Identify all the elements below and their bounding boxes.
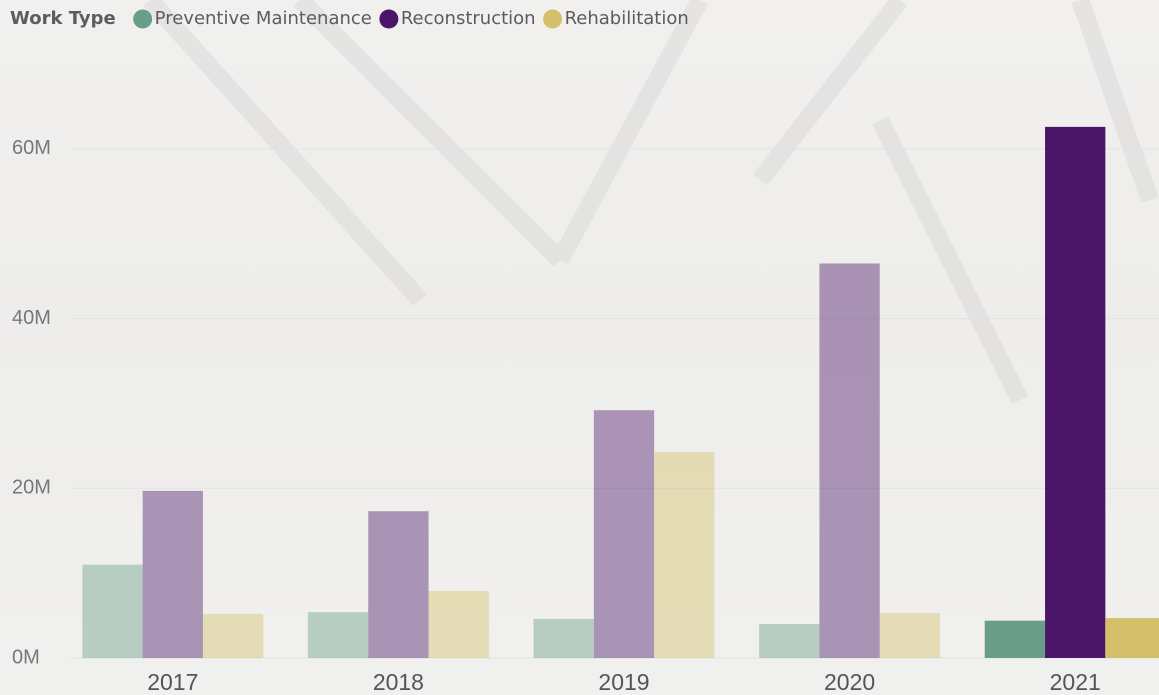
legend-marker <box>543 9 563 29</box>
bar <box>879 613 941 658</box>
bar <box>654 451 715 658</box>
bar <box>202 613 264 658</box>
x-tick-label: 2018 <box>373 669 424 695</box>
legend-label: Preventive Maintenance <box>155 8 372 29</box>
x-tick-label: 2020 <box>824 669 875 695</box>
bar <box>428 590 489 658</box>
y-tick-label: 20M <box>12 477 51 499</box>
y-tick-label: 0M <box>12 646 40 668</box>
y-tick-label: 40M <box>12 307 51 329</box>
legend-marker <box>133 9 153 29</box>
x-tick-label: 2019 <box>598 669 649 695</box>
legend-label: Rehabilitation <box>565 8 689 29</box>
y-tick-label: 60M <box>12 137 51 159</box>
legend-label: Reconstruction <box>401 8 536 29</box>
bridge-silhouette <box>143 0 1159 405</box>
bar <box>759 624 820 658</box>
bar <box>819 263 880 658</box>
x-tick-label: 2017 <box>147 669 198 695</box>
bar <box>593 410 655 658</box>
bar <box>1045 126 1106 658</box>
bar <box>307 612 369 658</box>
bar <box>1105 618 1159 658</box>
legend-marker <box>379 9 399 29</box>
bar <box>82 564 143 658</box>
bar <box>984 620 1046 658</box>
bar <box>533 618 594 658</box>
background-art <box>143 0 1159 405</box>
legend-title: Work Type <box>10 8 116 29</box>
x-tick-label: 2021 <box>1050 669 1101 695</box>
bar <box>142 490 203 658</box>
bar <box>368 511 429 658</box>
